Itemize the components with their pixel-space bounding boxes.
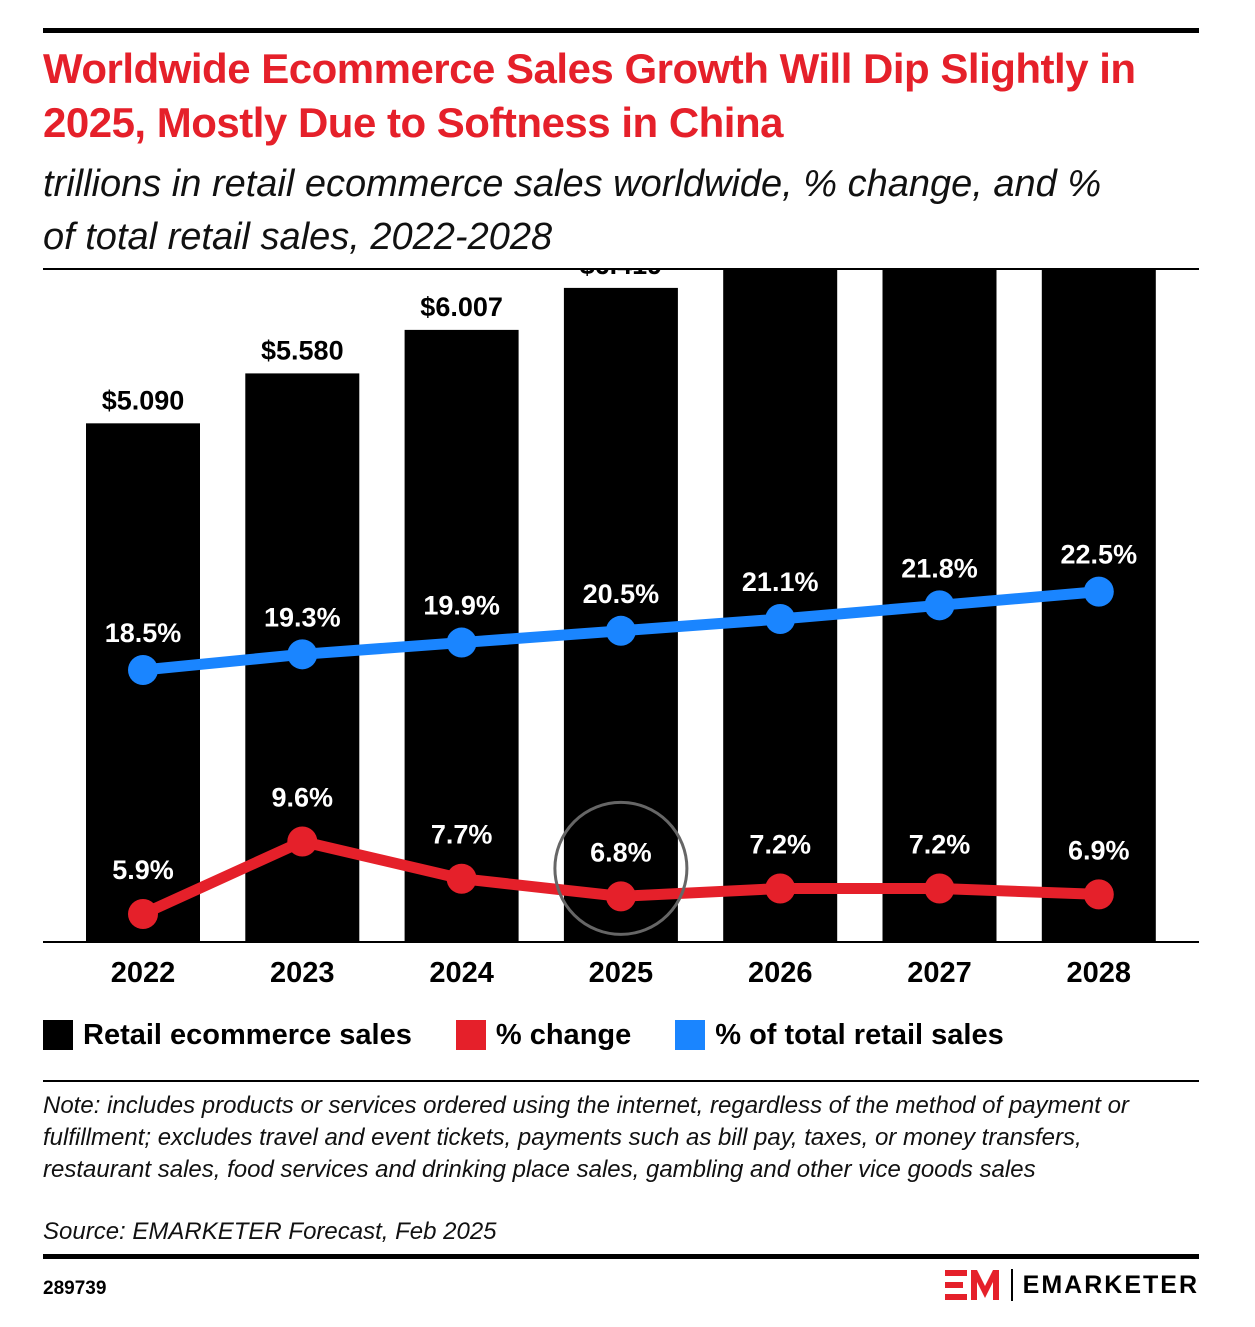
bar-2025 (563, 287, 678, 942)
legend-swatch-blue (675, 1020, 706, 1050)
share-point-2023 (287, 639, 318, 670)
x-tick-label-2024: 2024 (429, 957, 494, 989)
bar-value-label-2022: $5.090 (102, 385, 185, 415)
change-point-2022 (128, 899, 158, 929)
bar-value-label-2025: $6.419 (580, 270, 663, 280)
x-tick-label-2027: 2027 (907, 957, 972, 989)
change-value-label-2028: 6.9% (1068, 835, 1130, 865)
share-point-2027 (924, 590, 955, 621)
legend-swatch-red (455, 1020, 486, 1050)
change-point-2027 (924, 873, 955, 904)
share-point-2024 (446, 627, 477, 658)
legend-label-change: % change (495, 1018, 632, 1051)
share-point-2028 (1083, 576, 1114, 607)
lines-layer (128, 576, 1114, 929)
legend-rule (43, 1080, 1199, 1082)
x-tick-label-2025: 2025 (589, 957, 654, 989)
x-tick-label-2022: 2022 (111, 957, 176, 989)
chart-title: Worldwide Ecommerce Sales Growth Will Di… (43, 45, 1136, 146)
x-tick-label-2028: 2028 (1067, 957, 1132, 989)
legend-item-share: % of total retail sales (675, 1019, 1004, 1052)
brand-name: EMARKETER (1022, 1270, 1199, 1299)
bar-value-label-2024: $6.007 (420, 292, 503, 322)
legend-item-sales: Retail ecommerce sales (43, 1019, 412, 1052)
x-tick-label-2026: 2026 (748, 957, 813, 989)
change-value-label-2025: 6.8% (590, 837, 652, 867)
legend-item-change: % change (455, 1018, 632, 1052)
legend: Retail ecommerce sales % change % of tot… (43, 1015, 1048, 1055)
chart-source: Source: EMARKETER Forecast, Feb 2025 (43, 1218, 497, 1245)
change-point-2024 (446, 863, 477, 894)
change-value-label-2024: 7.7% (431, 820, 493, 850)
labels-layer: $5.090 2022 $5.580 2023 $6.007 2024 $6.419 2025… (102, 270, 1138, 989)
share-value-label-2023: 19.3% (264, 602, 341, 632)
legend-label-sales: Retail ecommerce sales (83, 1018, 412, 1051)
top-rule (43, 28, 1199, 33)
subtitle-rule (43, 268, 1199, 270)
change-point-2023 (287, 826, 318, 857)
share-value-label-2025: 20.5% (583, 579, 660, 609)
share-point-2025 (605, 615, 636, 646)
change-point-2026 (765, 873, 796, 904)
x-tick-label-2023: 2023 (270, 957, 335, 989)
chart-note: Note: includes products or services orde… (43, 1092, 1129, 1183)
legend-swatch-black (43, 1020, 73, 1050)
share-value-label-2024: 19.9% (423, 591, 500, 621)
highlight-circle-2025 (553, 800, 689, 936)
bar-value-label-2023: $5.580 (261, 335, 344, 365)
change-value-label-2023: 9.6% (272, 782, 334, 812)
share-point-2022 (128, 655, 158, 685)
brand-logo: EMARKETER (944, 1268, 1199, 1302)
chart-subtitle: trillions in retail ecommerce sales worl… (43, 163, 1102, 258)
combo-chart: $5.090 2022 $5.580 2023 $6.007 2024 $6.419 2025… (43, 270, 1199, 989)
legend-label-share: % of total retail sales (715, 1018, 1004, 1051)
chart-id: 289739 (43, 1278, 107, 1299)
emarketer-logo-icon (944, 1270, 999, 1300)
change-point-2028 (1083, 879, 1114, 910)
bottom-rule (43, 1254, 1199, 1259)
share-value-label-2028: 22.5% (1061, 540, 1138, 570)
change-value-label-2022: 5.9% (112, 855, 174, 885)
brand-separator (1010, 1269, 1013, 1301)
share-point-2026 (765, 604, 796, 635)
share-value-label-2027: 21.8% (901, 553, 978, 583)
change-value-label-2027: 7.2% (909, 830, 971, 860)
change-value-label-2026: 7.2% (749, 830, 811, 860)
share-value-label-2026: 21.1% (742, 567, 819, 597)
share-value-label-2022: 18.5% (105, 618, 182, 648)
change-point-2025 (605, 881, 636, 912)
